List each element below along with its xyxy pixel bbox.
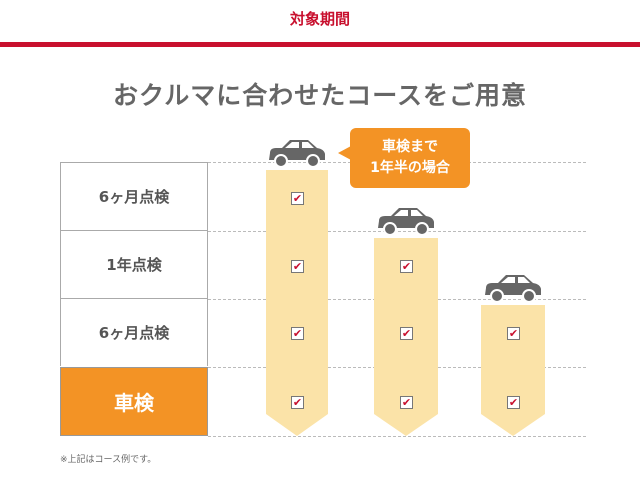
- checkbox-checked-icon: ✔: [291, 327, 304, 340]
- row-label: 6ヶ月点検: [60, 298, 208, 366]
- checkbox-checked-icon: ✔: [291, 396, 304, 409]
- course-column: [266, 170, 328, 436]
- header-divider: [0, 42, 640, 47]
- callout-line: 1年半の場合: [370, 160, 450, 176]
- footnote: ※上記はコース例です。: [60, 455, 157, 465]
- car-icon: [266, 137, 328, 173]
- row-label: 6ヶ月点検: [60, 162, 208, 230]
- checkbox-checked-icon: ✔: [291, 192, 304, 205]
- row-label-shaken: 車検: [60, 367, 208, 436]
- car-icon: [375, 205, 437, 241]
- checkbox-checked-icon: ✔: [400, 327, 413, 340]
- row-label: 1年点検: [60, 230, 208, 298]
- page-title: おクルマに合わせたコースをご用意: [112, 81, 527, 110]
- checkbox-checked-icon: ✔: [291, 260, 304, 273]
- car-icon: [482, 272, 544, 308]
- checkbox-checked-icon: ✔: [507, 396, 520, 409]
- callout-bubble: 車検まで 1年半の場合: [338, 128, 470, 188]
- divider: [208, 436, 586, 437]
- divider: [208, 231, 586, 232]
- period-header: 対象期間: [289, 10, 350, 28]
- callout-line: 車検まで: [382, 139, 438, 155]
- checkbox-checked-icon: ✔: [507, 327, 520, 340]
- checkbox-checked-icon: ✔: [400, 260, 413, 273]
- course-column: [481, 305, 545, 436]
- checkbox-checked-icon: ✔: [400, 396, 413, 409]
